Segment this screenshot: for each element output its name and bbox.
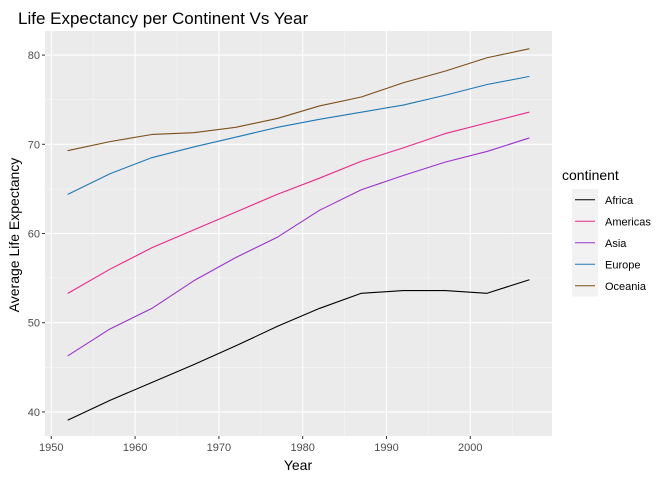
chart-title: Life Expectancy per Continent Vs Year (18, 9, 308, 28)
y-axis: 40 50 60 70 80 (28, 50, 45, 419)
x-tick-label: 1960 (123, 442, 147, 454)
legend-items: Africa Americas Asia Europe Oceania (572, 189, 651, 297)
x-axis-title: Year (284, 457, 313, 473)
legend-label-asia: Asia (605, 238, 627, 250)
y-axis-title: Average Life Expectancy (6, 158, 22, 313)
legend-label-africa: Africa (605, 195, 634, 207)
series-lines (67, 48, 530, 421)
series-line-americas (67, 111, 530, 294)
legend-title: continent (562, 167, 619, 183)
legend-label-europe: Europe (605, 259, 640, 271)
legend-label-oceania: Oceania (605, 281, 647, 293)
y-tick-label: 50 (28, 318, 40, 330)
x-tick-label: 1970 (207, 442, 231, 454)
y-tick-label: 60 (28, 229, 40, 241)
major-gridlines (45, 31, 552, 436)
series-line-europe (67, 75, 530, 195)
x-axis: 1950 1960 1970 1980 1990 2000 (39, 436, 483, 454)
x-tick-label: 1980 (290, 442, 314, 454)
y-tick-label: 80 (28, 50, 40, 62)
series-line-asia (67, 137, 530, 357)
legend-label-americas: Americas (605, 216, 651, 228)
y-tick-label: 40 (28, 407, 40, 419)
y-tick-label: 70 (28, 139, 40, 151)
x-tick-label: 1950 (39, 442, 63, 454)
x-tick-label: 1990 (374, 442, 398, 454)
series-line-africa (67, 279, 530, 421)
x-tick-label: 2000 (458, 442, 482, 454)
series-line-oceania (67, 48, 530, 152)
legend: continent Africa Americas Asia Europe Oceani… (562, 167, 651, 297)
